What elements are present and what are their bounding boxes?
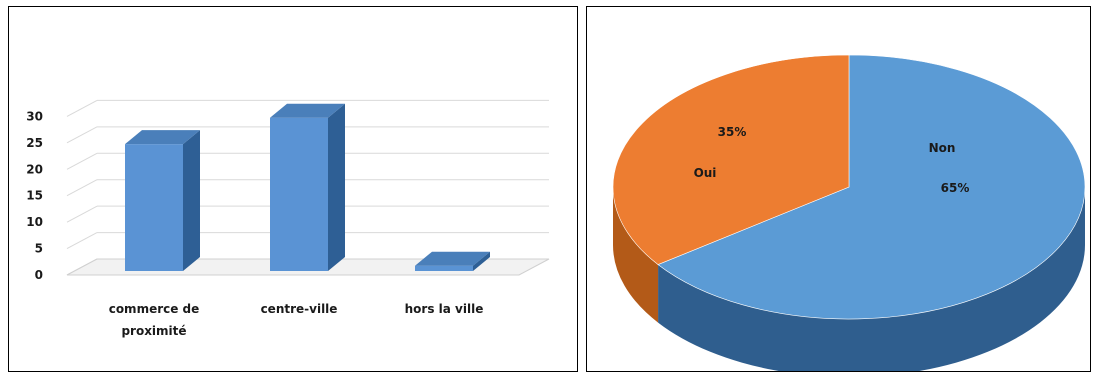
bar-chart: 0 5 10 15 20 25 30 commerce de proximité centre-v… — [26, 99, 550, 338]
y-tick-label: 0 — [35, 268, 43, 282]
bar-side — [328, 103, 345, 271]
bar-side — [183, 130, 200, 271]
x-category-label: proximité — [121, 324, 186, 338]
pie-slice — [657, 54, 1086, 320]
pie-chart: Non 65% Oui 35% — [612, 54, 1086, 371]
pie-chart-panel: Non 65% Oui 35% — [586, 6, 1091, 372]
pie-slice-name: Oui — [694, 166, 717, 180]
gridline-diagonal — [66, 99, 98, 117]
pie-slice — [612, 54, 850, 265]
x-category-label: commerce de — [109, 302, 200, 316]
gridline-diagonal — [66, 126, 98, 144]
bar — [415, 251, 490, 271]
gridline-diagonal — [66, 179, 98, 197]
y-tick-label: 5 — [35, 242, 43, 256]
y-tick-label: 15 — [26, 189, 43, 203]
y-tick-label: 30 — [26, 109, 43, 123]
gridline-diagonal — [66, 205, 98, 223]
bar-top — [270, 103, 345, 118]
bar-chart-panel: 0 5 10 15 20 25 30 commerce de proximité centre-v… — [8, 6, 578, 372]
pie-slice-name: Non — [929, 141, 956, 155]
y-tick-label: 25 — [26, 136, 43, 150]
gridline-diagonal — [66, 232, 98, 250]
x-category-label: centre-ville — [261, 302, 338, 316]
gridline-diagonal — [66, 152, 98, 170]
y-tick-label: 10 — [26, 215, 43, 229]
bar-front — [125, 144, 183, 271]
y-tick-label: 20 — [26, 162, 43, 176]
bar-side — [473, 251, 490, 271]
x-category-label: hors la ville — [405, 302, 484, 316]
bar-top — [125, 130, 200, 145]
pie-slice-side — [613, 187, 659, 323]
bar-front — [415, 265, 473, 271]
bar-top — [415, 251, 490, 266]
bar — [270, 103, 345, 271]
bar — [125, 130, 200, 271]
pie-slice-percent: 65% — [941, 181, 970, 195]
pie-slice-side — [658, 187, 1085, 371]
pie-slice-percent: 35% — [718, 125, 747, 139]
bar-front — [270, 117, 328, 271]
